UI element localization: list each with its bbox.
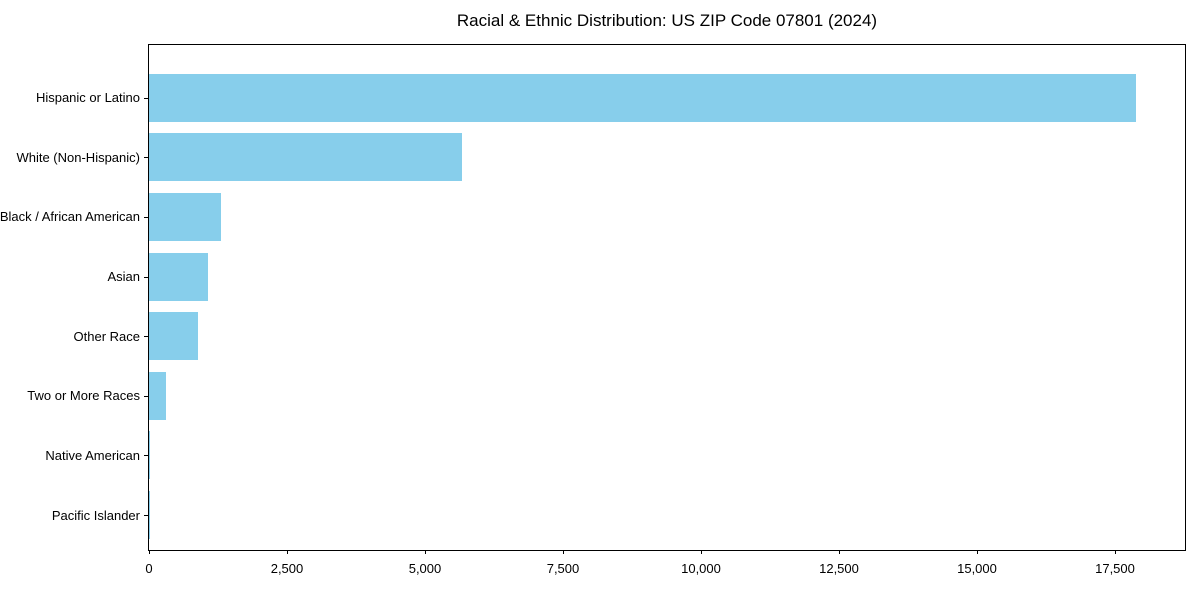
x-axis-tick (1115, 550, 1116, 554)
y-axis-tick (144, 336, 148, 338)
x-tick-label: 7,500 (546, 561, 580, 576)
y-tick-label: Pacific Islander (51, 507, 140, 523)
x-axis-tick (701, 550, 702, 554)
x-tick-label: 17,500 (1095, 561, 1135, 576)
x-axis-tick (149, 550, 150, 554)
x-axis-tick (977, 550, 978, 554)
bar (149, 192, 221, 241)
bar (149, 312, 199, 361)
y-axis-tick (144, 455, 148, 457)
y-tick-label: Native American (45, 447, 140, 463)
bar (149, 133, 462, 182)
y-tick-label: Other Race (73, 328, 140, 344)
y-tick-label: White (Non-Hispanic) (16, 149, 140, 165)
bar (149, 73, 1136, 122)
x-tick-label: 15,000 (957, 561, 997, 576)
y-tick-label: Two or More Races (27, 388, 140, 404)
y-tick-label: Hispanic or Latino (35, 90, 140, 106)
plot-area: Hispanic or Latino White (Non-Hispanic) Bl… (0, 44, 1186, 575)
x-tick-label: 10,000 (681, 561, 721, 576)
y-axis-tick (144, 216, 148, 218)
x-axis-tick (425, 550, 426, 554)
x-axis-tick (839, 550, 840, 554)
bar (149, 252, 209, 301)
y-axis-tick (144, 395, 148, 397)
y-axis-tick (144, 157, 148, 159)
x-tick-label: 2,500 (270, 561, 304, 576)
y-tick-label: Asian (107, 269, 140, 285)
bar (149, 371, 167, 420)
bar (149, 431, 150, 480)
x-axis-tick (563, 550, 564, 554)
x-tick-label: 0 (145, 561, 153, 576)
x-tick-label: 5,000 (408, 561, 442, 576)
y-tick-label: Black / African American (0, 209, 140, 225)
x-axis-tick (287, 550, 288, 554)
chart-title: Racial & Ethnic Distribution: US ZIP Cod… (456, 11, 878, 30)
y-axis-tick (144, 276, 148, 278)
y-axis-tick (144, 515, 148, 517)
y-axis-tick (144, 97, 148, 99)
x-tick-label: 12,500 (819, 561, 859, 576)
